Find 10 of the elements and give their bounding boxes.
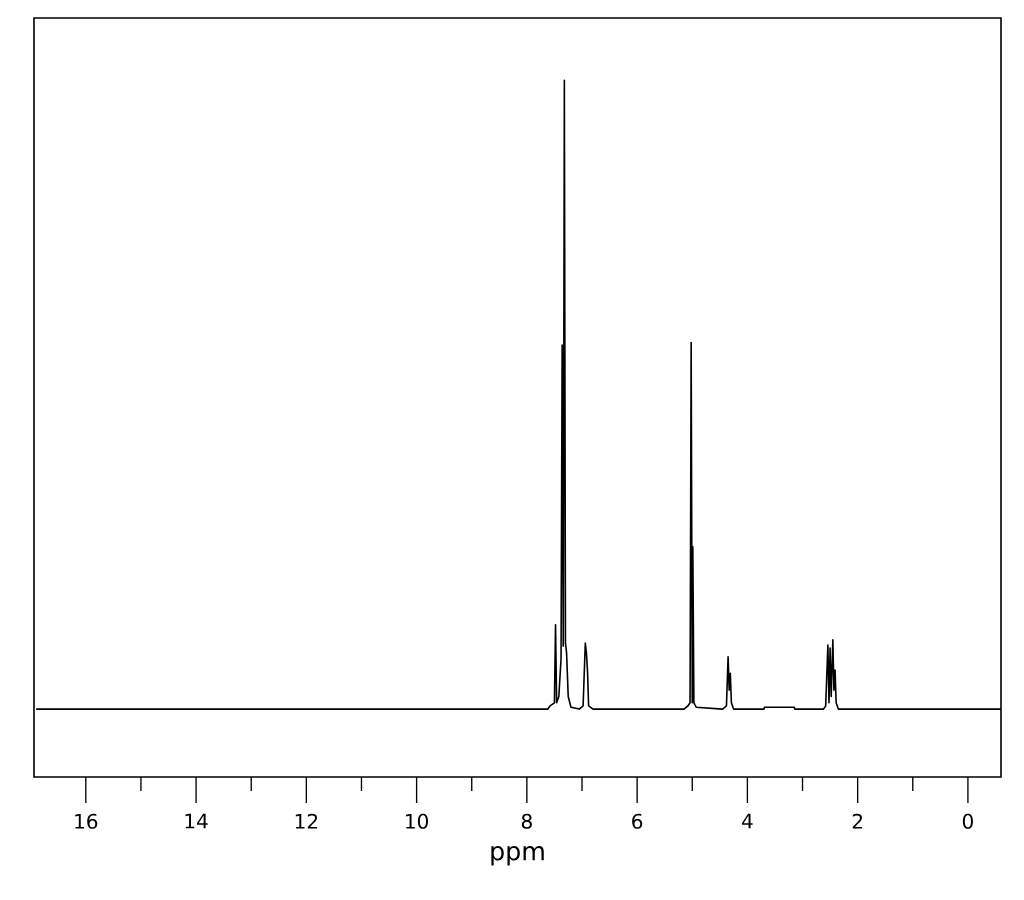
x-tick-label: 0 bbox=[962, 813, 973, 829]
x-tick-label: 2 bbox=[852, 813, 863, 829]
x-tick-label: 12 bbox=[295, 813, 318, 829]
x-tick-label: 8 bbox=[521, 813, 532, 829]
x-tick-label: 14 bbox=[185, 813, 208, 829]
x-tick-label: 6 bbox=[632, 813, 643, 829]
x-tick-label: 16 bbox=[75, 813, 98, 829]
x-tick-label: 4 bbox=[742, 813, 753, 829]
x-tick-label: 10 bbox=[406, 813, 428, 829]
x-axis-title: ppm bbox=[491, 846, 544, 866]
